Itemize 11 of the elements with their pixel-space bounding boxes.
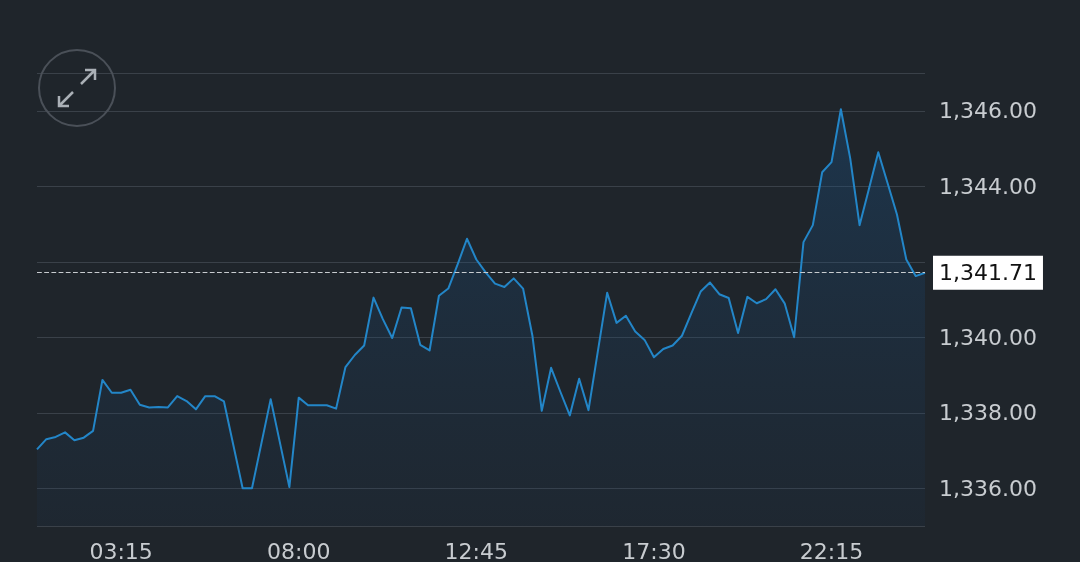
y-tick-label: 1,336.00 [939,475,1037,501]
y-tick-label: 1,346.00 [939,98,1037,124]
x-tick-label: 08:00 [267,538,331,562]
ref-line-label: 1,341.71 [939,260,1037,286]
x-tick-label: 22:15 [799,538,864,562]
x-tick-label: 03:15 [89,538,153,562]
x-tick-label: 17:30 [622,538,686,562]
x-tick-label: 12:45 [444,538,509,562]
y-tick-label: 1,340.00 [939,324,1037,350]
y-tick-label: 1,344.00 [939,173,1037,199]
y-tick-label: 1,338.00 [939,400,1037,426]
